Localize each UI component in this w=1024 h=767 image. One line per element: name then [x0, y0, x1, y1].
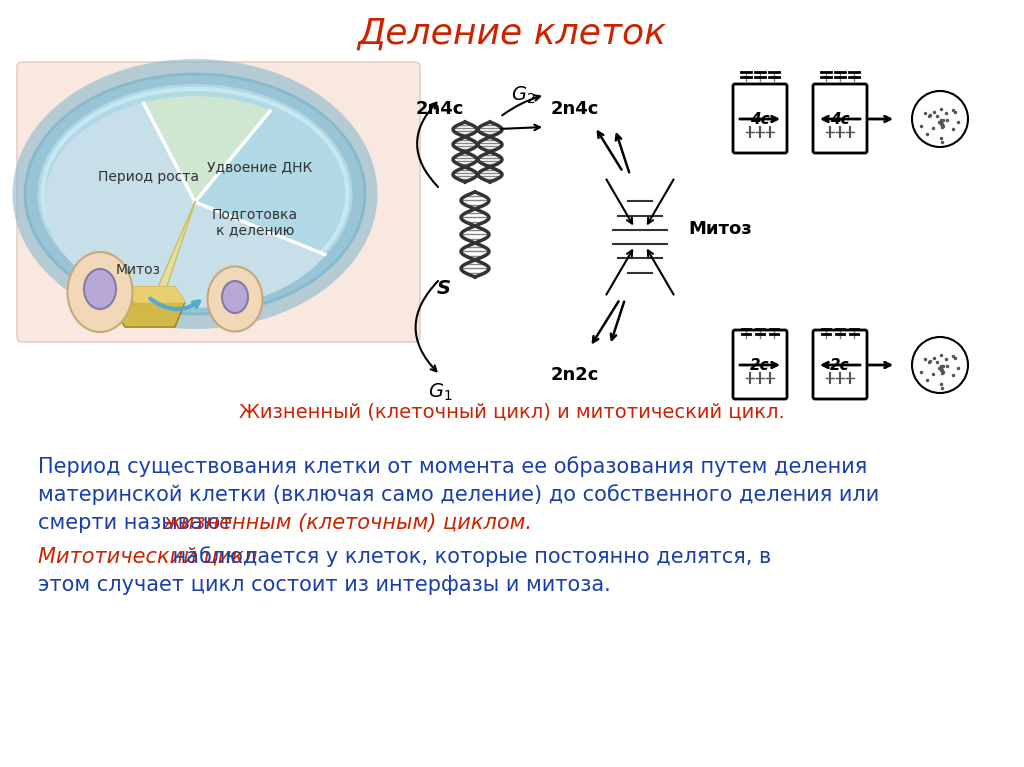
Ellipse shape	[25, 74, 365, 314]
Text: $G_2$: $G_2$	[511, 84, 536, 106]
Polygon shape	[143, 97, 270, 202]
Text: S: S	[437, 279, 451, 298]
Polygon shape	[125, 287, 185, 302]
FancyBboxPatch shape	[813, 330, 867, 399]
Text: 2c: 2c	[830, 357, 850, 373]
Ellipse shape	[222, 281, 248, 313]
Text: 2c: 2c	[751, 357, 770, 373]
Text: наблюдается у клеток, которые постоянно делятся, в: наблюдается у клеток, которые постоянно …	[166, 547, 771, 568]
FancyBboxPatch shape	[813, 84, 867, 153]
Text: жизненным (клеточным) циклом.: жизненным (клеточным) циклом.	[163, 513, 532, 533]
Text: Деление клеток: Деление клеток	[357, 17, 667, 51]
Ellipse shape	[84, 269, 116, 309]
Text: смерти называют: смерти называют	[38, 513, 240, 533]
Text: Митоз: Митоз	[116, 263, 161, 277]
Circle shape	[912, 91, 968, 147]
FancyBboxPatch shape	[733, 84, 787, 153]
FancyBboxPatch shape	[17, 62, 420, 342]
Polygon shape	[45, 104, 325, 307]
Polygon shape	[45, 97, 325, 307]
Text: Жизненный (клеточный цикл) и митотический цикл.: Жизненный (клеточный цикл) и митотически…	[240, 403, 784, 422]
Text: материнской клетки (включая само деление) до собственного деления или: материнской клетки (включая само деление…	[38, 485, 880, 505]
Text: Подготовка
к делению: Подготовка к делению	[212, 207, 298, 237]
Text: Митотический цикл: Митотический цикл	[38, 547, 257, 567]
Text: $G_1$: $G_1$	[428, 381, 453, 403]
Circle shape	[912, 337, 968, 393]
Polygon shape	[145, 202, 195, 317]
Text: 4c: 4c	[751, 111, 770, 127]
Ellipse shape	[68, 252, 132, 332]
FancyBboxPatch shape	[733, 330, 787, 399]
Text: 2n4c: 2n4c	[551, 100, 599, 118]
Polygon shape	[115, 287, 185, 327]
Text: этом случает цикл состоит из интерфазы и митоза.: этом случает цикл состоит из интерфазы и…	[38, 575, 610, 595]
Text: Удвоение ДНК: Удвоение ДНК	[208, 160, 312, 174]
Ellipse shape	[208, 266, 262, 331]
Text: 2n2c: 2n2c	[551, 366, 599, 384]
Text: Период роста: Период роста	[97, 170, 199, 184]
Text: Митоз: Митоз	[688, 220, 752, 238]
Text: Период существования клетки от момента ее образования путем деления: Период существования клетки от момента е…	[38, 456, 867, 477]
Text: 4c: 4c	[830, 111, 850, 127]
Text: 2n4c: 2n4c	[416, 100, 464, 118]
